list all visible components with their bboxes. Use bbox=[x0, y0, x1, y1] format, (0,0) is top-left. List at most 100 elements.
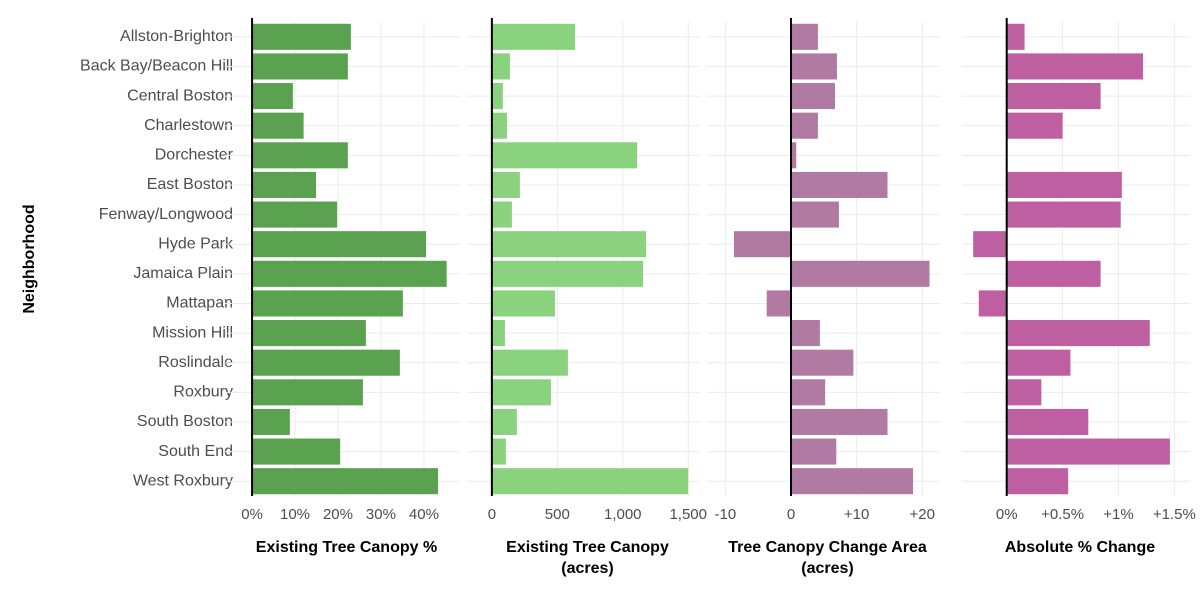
bar bbox=[1006, 23, 1025, 50]
category-label: Jamaica Plain bbox=[133, 265, 233, 282]
bar bbox=[252, 142, 348, 169]
bar bbox=[252, 171, 317, 198]
bar bbox=[791, 142, 797, 169]
bar bbox=[491, 468, 689, 495]
category-label: Fenway/Longwood bbox=[99, 206, 233, 223]
bar bbox=[1006, 320, 1150, 347]
bar bbox=[491, 23, 575, 50]
bar bbox=[491, 231, 647, 258]
bar bbox=[491, 408, 517, 435]
category-label: South Boston bbox=[137, 413, 233, 430]
bar bbox=[791, 438, 837, 465]
bar bbox=[791, 379, 826, 406]
bar bbox=[791, 53, 837, 80]
bar bbox=[491, 53, 510, 80]
category-label: Mission Hill bbox=[152, 324, 233, 341]
category-label: Back Bay/Beacon Hill bbox=[80, 58, 233, 75]
bar bbox=[252, 468, 439, 495]
bar bbox=[791, 112, 818, 139]
bar bbox=[491, 201, 512, 228]
bar bbox=[252, 260, 447, 287]
bar bbox=[733, 231, 792, 258]
bar bbox=[1006, 201, 1121, 228]
bar bbox=[1006, 83, 1101, 110]
bar bbox=[252, 290, 403, 317]
bar bbox=[491, 83, 503, 110]
bar bbox=[491, 438, 506, 465]
bar bbox=[791, 171, 888, 198]
bar bbox=[791, 320, 820, 347]
bar bbox=[1006, 53, 1144, 80]
x-tick-label: 1,500 bbox=[669, 506, 707, 523]
bar bbox=[1006, 408, 1089, 435]
bar bbox=[1006, 260, 1101, 287]
bar bbox=[491, 142, 638, 169]
x-axis-title: Tree Canopy Change Area bbox=[728, 539, 927, 556]
bar bbox=[491, 379, 551, 406]
bar bbox=[766, 290, 792, 317]
x-tick-label: 0% bbox=[241, 506, 263, 523]
bar bbox=[252, 112, 304, 139]
x-tick-label: 0 bbox=[488, 506, 496, 523]
x-tick-label: +1% bbox=[1103, 506, 1133, 523]
category-label: Allston-Brighton bbox=[120, 28, 233, 45]
bar bbox=[491, 112, 507, 139]
category-label: Charlestown bbox=[144, 117, 233, 134]
category-label: Hyde Park bbox=[158, 235, 234, 252]
bar bbox=[1006, 171, 1122, 198]
bar bbox=[491, 290, 555, 317]
bar bbox=[491, 260, 644, 287]
bar bbox=[252, 320, 366, 347]
bar bbox=[252, 379, 363, 406]
x-tick-label: 500 bbox=[545, 506, 570, 523]
x-tick-label: 40% bbox=[409, 506, 439, 523]
bar bbox=[978, 290, 1007, 317]
bar bbox=[491, 171, 520, 198]
x-tick-label: +1.5% bbox=[1153, 506, 1196, 523]
bar bbox=[791, 260, 930, 287]
category-label: Mattapan bbox=[166, 295, 233, 312]
x-axis-title: Existing Tree Canopy % bbox=[256, 539, 437, 556]
x-tick-label: +0.5% bbox=[1041, 506, 1084, 523]
bar bbox=[252, 201, 338, 228]
x-tick-label: +20 bbox=[910, 506, 935, 523]
bar bbox=[791, 408, 888, 435]
category-label: South End bbox=[158, 443, 233, 460]
bar bbox=[1006, 468, 1069, 495]
bar bbox=[973, 231, 1007, 258]
x-tick-label: 0 bbox=[787, 506, 795, 523]
bar bbox=[252, 53, 348, 80]
category-label: Roxbury bbox=[173, 384, 233, 401]
bar bbox=[1006, 112, 1063, 139]
x-tick-label: 10% bbox=[280, 506, 310, 523]
bar bbox=[252, 23, 351, 50]
bar bbox=[791, 349, 854, 376]
bar bbox=[252, 438, 341, 465]
category-label: Dorchester bbox=[155, 147, 234, 164]
x-axis-title: Existing Tree Canopy bbox=[506, 539, 669, 556]
bar bbox=[791, 83, 835, 110]
x-tick-label: -10 bbox=[715, 506, 737, 523]
x-tick-label: 20% bbox=[323, 506, 353, 523]
x-axis-title: Absolute % Change bbox=[1005, 539, 1155, 556]
x-tick-label: 1,000 bbox=[604, 506, 642, 523]
bar bbox=[491, 320, 505, 347]
bar bbox=[1006, 349, 1071, 376]
bar bbox=[1006, 438, 1170, 465]
category-label: Roslindale bbox=[158, 354, 233, 371]
bar bbox=[252, 83, 293, 110]
x-axis-title: (acres) bbox=[561, 560, 613, 577]
x-tick-label: 30% bbox=[366, 506, 396, 523]
x-tick-label: +10 bbox=[844, 506, 869, 523]
bar bbox=[252, 349, 400, 376]
x-tick-label: 0% bbox=[996, 506, 1018, 523]
x-axis-title: (acres) bbox=[801, 560, 853, 577]
bar bbox=[252, 231, 427, 258]
bar bbox=[252, 408, 290, 435]
bar bbox=[791, 468, 914, 495]
bar bbox=[491, 349, 568, 376]
y-axis-title: Neighborhood bbox=[21, 204, 38, 313]
category-label: East Boston bbox=[147, 176, 233, 193]
